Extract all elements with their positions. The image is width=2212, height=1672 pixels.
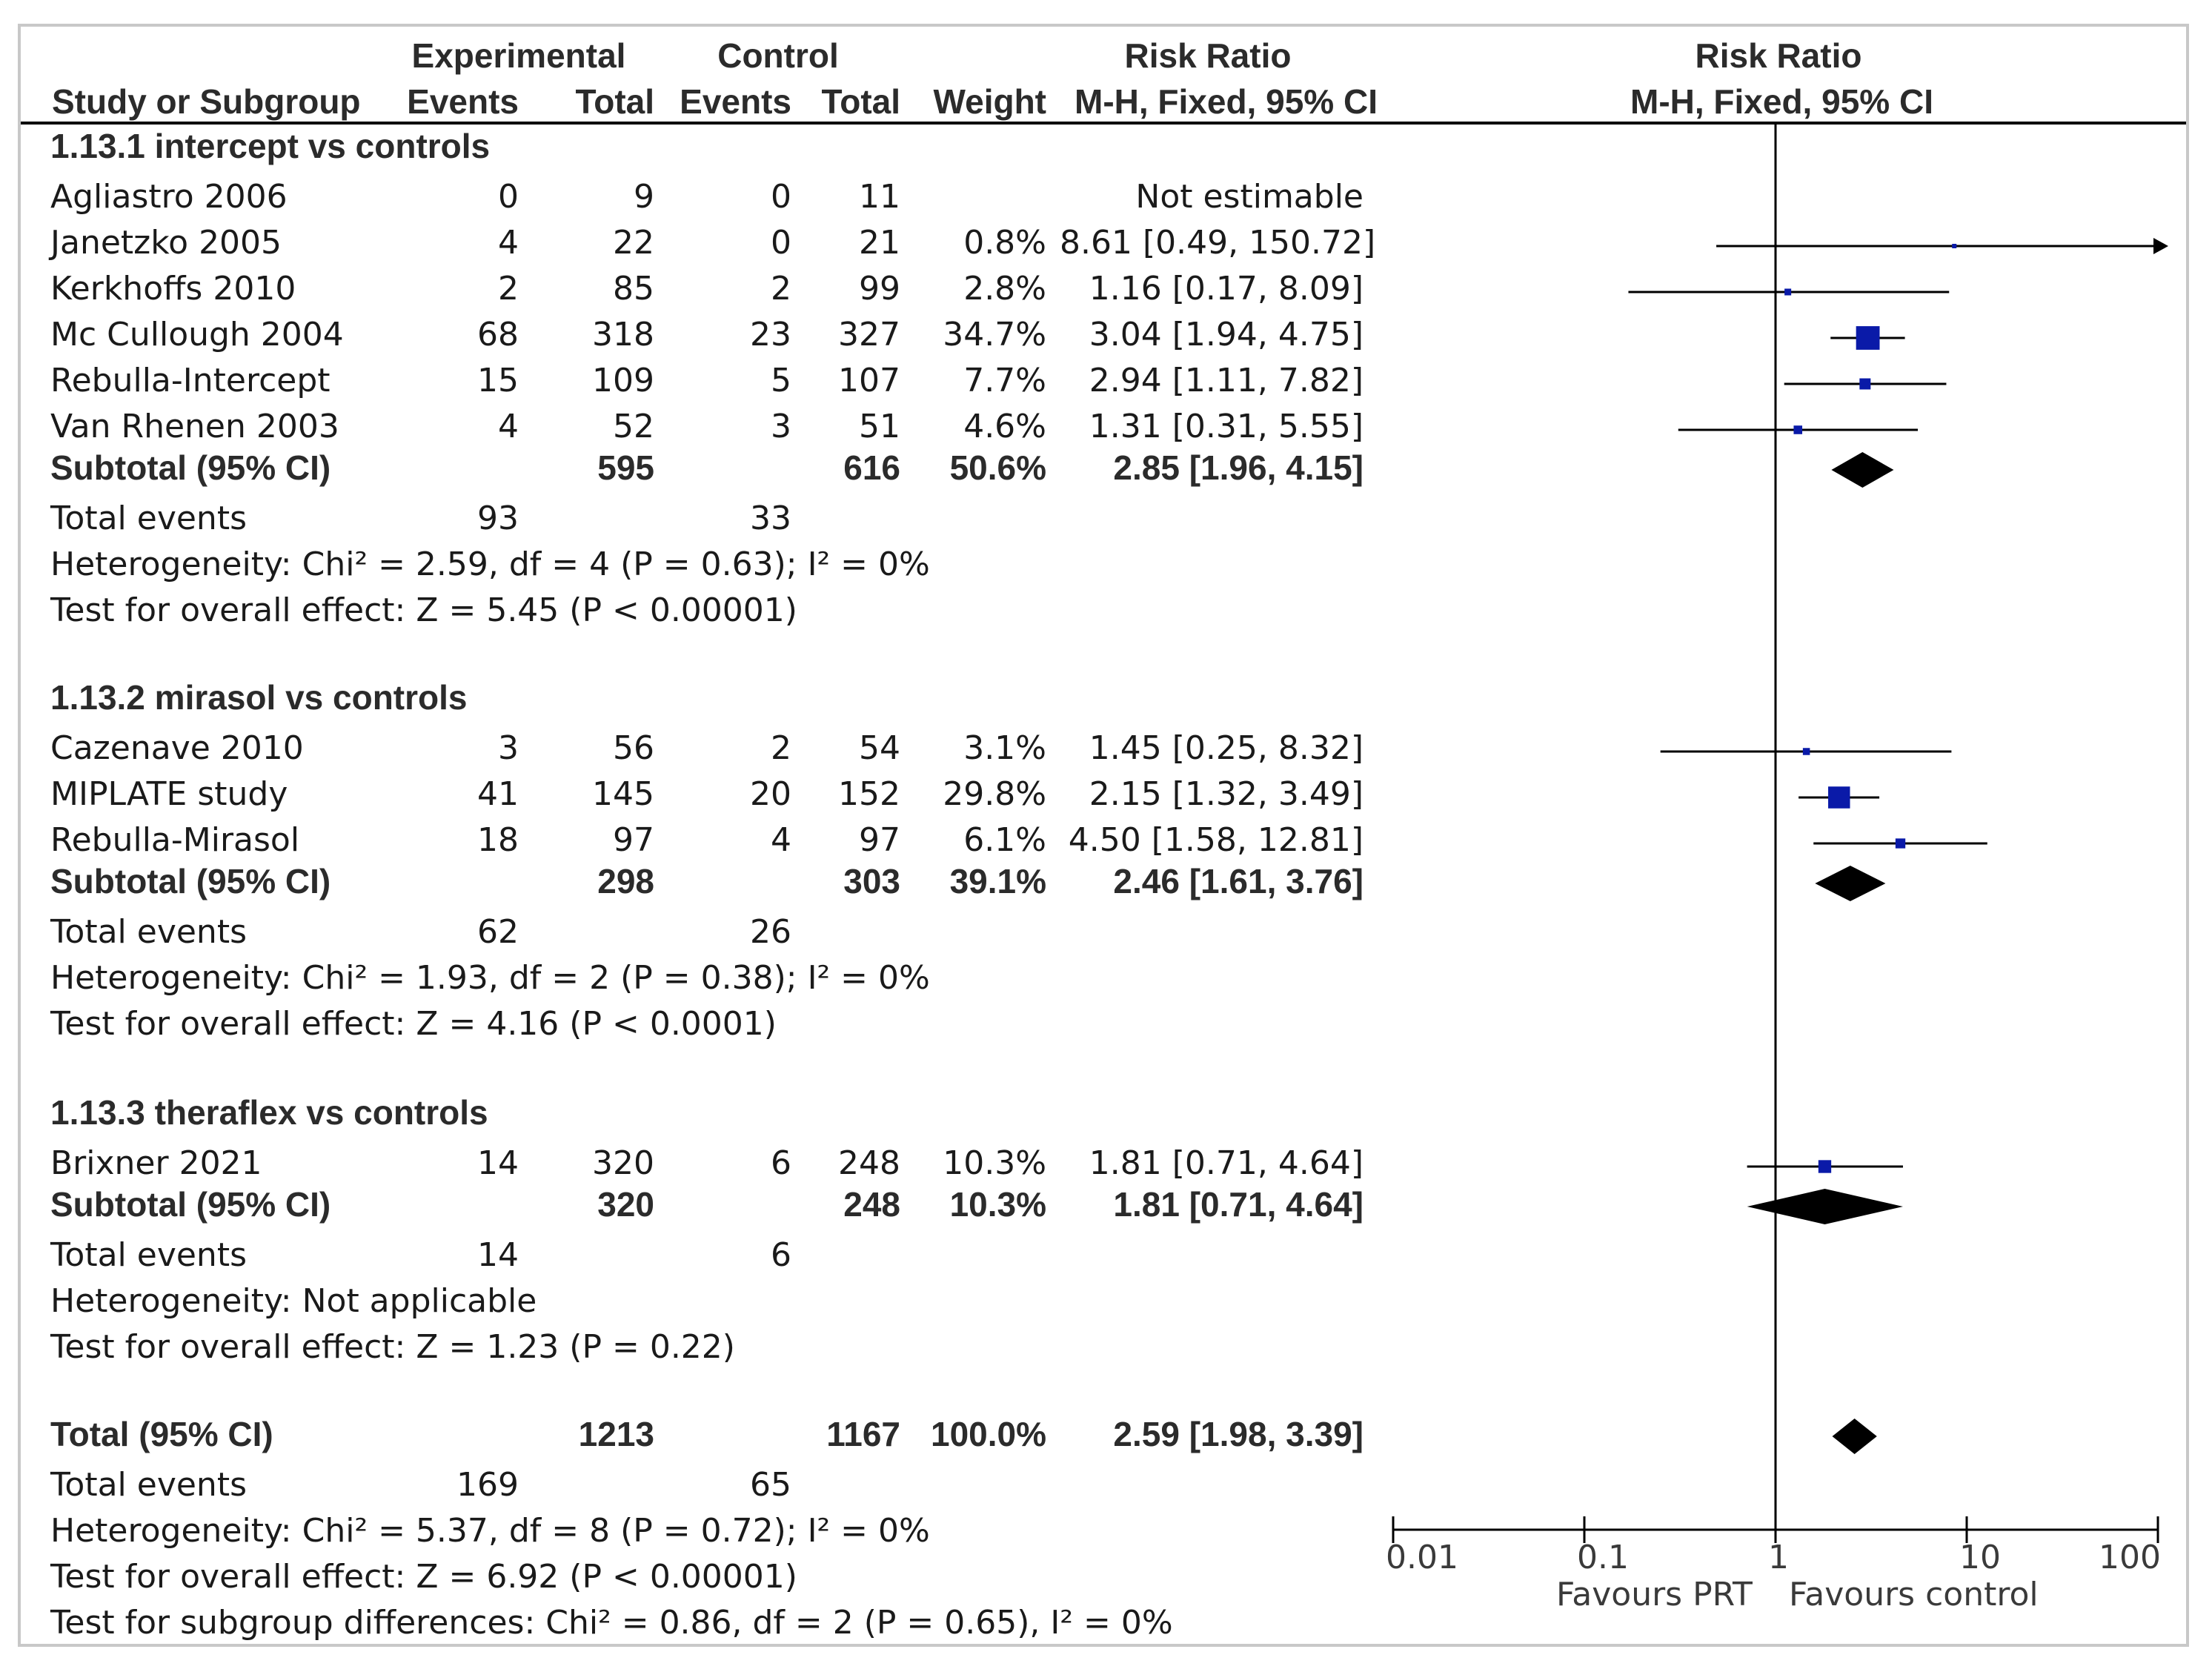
subtotal-diamond [1815, 866, 1885, 901]
total-diamond [1833, 1419, 1877, 1454]
subtotal-diamond [1747, 1189, 1903, 1224]
point-estimate-marker [1819, 1160, 1831, 1172]
ci-arrow [2153, 238, 2168, 254]
point-estimate-marker [1952, 244, 1956, 248]
point-estimate-marker [1793, 425, 1802, 434]
point-estimate-marker [1828, 786, 1850, 808]
point-estimate-marker [1784, 288, 1791, 295]
subtotal-diamond [1831, 452, 1893, 488]
point-estimate-marker [1859, 379, 1870, 390]
point-estimate-marker [1803, 748, 1810, 755]
point-estimate-marker [1896, 838, 1905, 848]
forest-plot [0, 0, 2212, 1672]
point-estimate-marker [1856, 326, 1880, 350]
